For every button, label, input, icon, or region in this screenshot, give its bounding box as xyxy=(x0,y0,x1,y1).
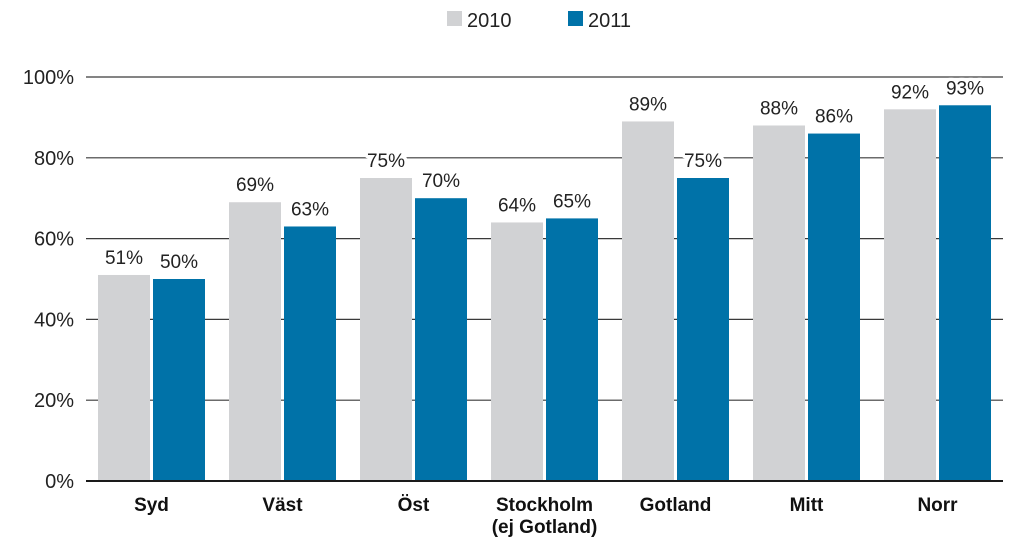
data-label: 65% xyxy=(553,191,591,212)
data-label: 92% xyxy=(891,82,929,103)
bar-2010 xyxy=(98,274,150,481)
data-label-halo: 50% xyxy=(160,252,198,273)
data-label: 64% xyxy=(498,195,536,216)
bar-2010 xyxy=(884,109,936,481)
data-label: 88% xyxy=(760,98,798,119)
x-category-label: Gotland xyxy=(640,495,712,516)
bar-2010 xyxy=(753,125,805,481)
data-label-halo: 63% xyxy=(291,199,329,220)
data-label: 50% xyxy=(160,252,198,273)
x-category-label: Mitt xyxy=(790,495,824,516)
y-tick-label: 20% xyxy=(34,390,74,412)
data-label-halo: 92% xyxy=(891,82,929,103)
data-label-halo: 51% xyxy=(105,248,143,269)
data-label-halo: 70% xyxy=(422,171,460,192)
data-label: 69% xyxy=(236,175,274,196)
data-label-halo: 88% xyxy=(760,98,798,119)
data-label-halo: 65% xyxy=(553,191,591,212)
y-tick-label: 100% xyxy=(23,67,74,89)
x-axis: Syd Väst Öst Stockholm(ej Gotland) Gotland Mi… xyxy=(86,480,1003,538)
data-label: 86% xyxy=(815,107,853,128)
data-label-halo: 64% xyxy=(498,195,536,216)
y-axis: 0% 20% 40% 60% 80% 100% xyxy=(23,67,74,493)
bar-2011 xyxy=(939,105,991,481)
data-label-halo: 89% xyxy=(629,94,667,115)
y-tick-label: 80% xyxy=(34,148,74,170)
data-label-halo: 75% xyxy=(367,151,405,172)
bar-2011 xyxy=(546,218,598,481)
data-label-halo: 69% xyxy=(236,175,274,196)
bar-2010 xyxy=(229,202,281,482)
x-category-label: Syd xyxy=(134,495,169,516)
bar-2010 xyxy=(491,222,543,481)
bar-2011 xyxy=(415,198,467,481)
x-category-label: Norr xyxy=(917,495,958,516)
data-label-halo: 75% xyxy=(684,151,722,172)
y-tick-label: 0% xyxy=(45,471,74,493)
data-label: 63% xyxy=(291,199,329,220)
x-category-label: Stockholm xyxy=(496,495,593,516)
data-label: 75% xyxy=(367,151,405,172)
bar-2011 xyxy=(153,279,205,481)
legend-swatch-2011 xyxy=(568,11,583,26)
data-label: 70% xyxy=(422,171,460,192)
legend-swatch-2010 xyxy=(447,11,462,26)
data-label: 93% xyxy=(946,78,984,99)
x-category-label: Väst xyxy=(262,495,303,516)
data-label: 89% xyxy=(629,94,667,115)
x-category-label: (ej Gotland) xyxy=(492,517,598,538)
bar-2011 xyxy=(677,178,729,481)
y-tick-label: 60% xyxy=(34,229,74,251)
legend: 2010 2011 xyxy=(447,10,631,32)
bar-2010 xyxy=(360,178,412,481)
legend-label: 2010 xyxy=(467,10,512,32)
data-label-halo: 86% xyxy=(815,107,853,128)
y-tick-label: 40% xyxy=(34,309,74,331)
gridlines xyxy=(86,76,1003,401)
data-label: 51% xyxy=(105,248,143,269)
legend-label: 2011 xyxy=(588,10,631,32)
bars: 51%51% 50%50%69%69%63%63%75%75%70%70%64%6… xyxy=(98,75,991,482)
data-label-halo: 93% xyxy=(946,78,984,99)
bar-2011 xyxy=(284,226,336,481)
x-category-label: Öst xyxy=(398,495,430,516)
bar-2011 xyxy=(808,133,860,481)
bar-2010 xyxy=(622,121,674,481)
data-label: 75% xyxy=(684,151,722,172)
